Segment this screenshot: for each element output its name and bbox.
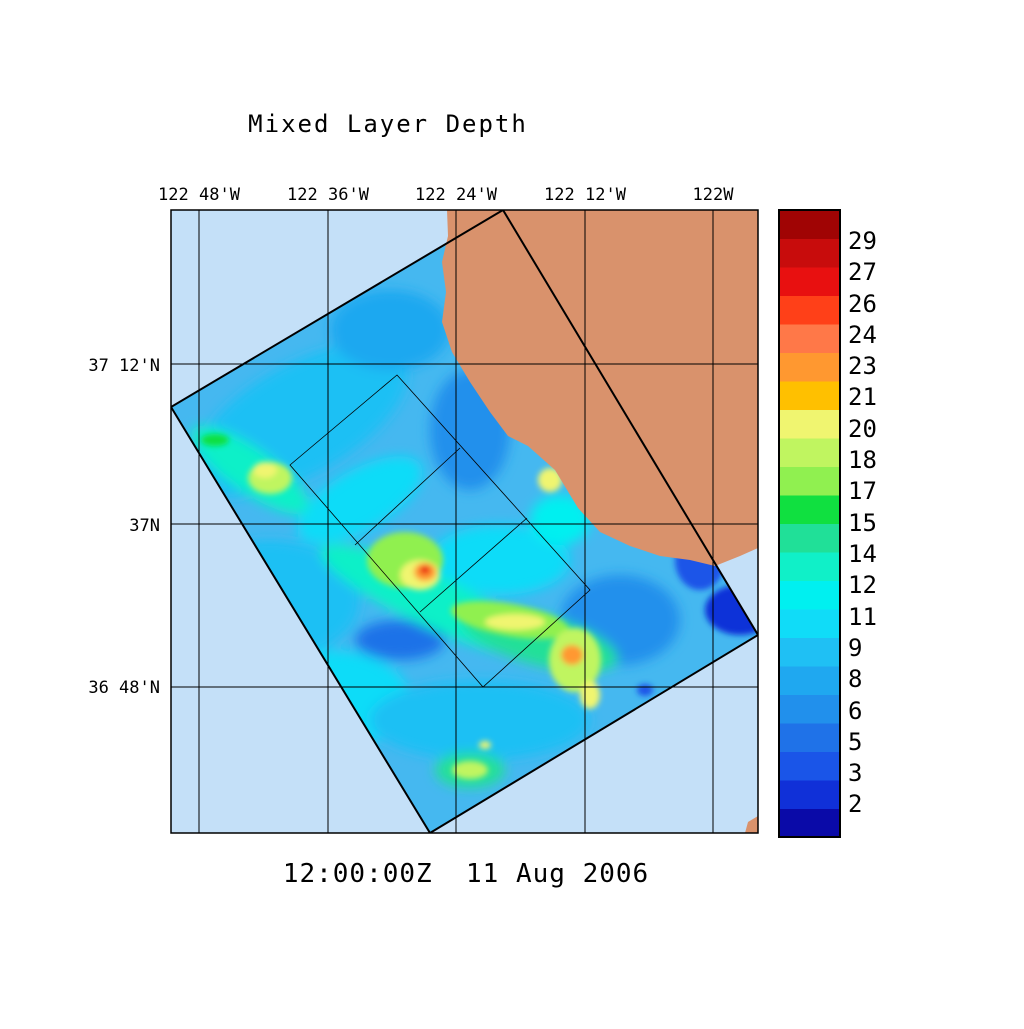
colorbar-swatch [779,466,840,496]
colorbar: 29 27 26 24 23 21 20 18 17 15 14 12 11 9… [778,209,877,838]
graticule [171,210,758,833]
colorbar-swatch [779,552,840,581]
colorbar-label: 26 [848,290,877,318]
colorbar-swatch [779,352,840,382]
colorbar-swatch [779,609,840,638]
colorbar-label: 20 [848,415,877,443]
lon-label: 122 24'W [415,185,498,205]
colorbar-swatch [779,324,840,353]
colorbar-label: 24 [848,321,877,349]
colorbar-label: 12 [848,571,877,599]
coastline-land [442,210,758,566]
colorbar-label: 2 [848,790,862,818]
map-frame [170,209,759,834]
colorbar-label: 8 [848,665,862,693]
colorbar-swatch [779,267,840,296]
lon-label: 122W [693,185,735,205]
colorbar-swatch [779,723,840,752]
colorbar-border [778,209,841,838]
colorbar-swatch [779,808,840,838]
land-patch [745,816,758,833]
colorbar-label: 15 [848,509,877,537]
colorbar-swatch [779,523,840,553]
lat-label: 36 48'N [88,678,160,698]
colorbar-swatch [779,381,840,410]
colorbar-label: 11 [848,603,877,631]
model-domain-outline [171,210,758,833]
colorbar-label: 21 [848,383,877,411]
latitude-labels: 37 12'N 37N 36 48'N [88,356,160,698]
inner-grid-boxes [289,374,591,688]
colorbar-labels: 29 27 26 24 23 21 20 18 17 15 14 12 11 9… [848,227,877,818]
map-title: Mixed Layer Depth [248,110,528,138]
lat-label: 37N [129,516,160,536]
colorbar-label: 18 [848,446,877,474]
colorbar-swatch [779,780,840,809]
colorbar-label: 23 [848,352,877,380]
colorbar-label: 5 [848,728,862,756]
lat-label: 37 12'N [88,356,160,376]
lon-label: 122 12'W [544,185,627,205]
colorbar-swatch [779,666,840,695]
colorbar-swatch [779,409,840,439]
colorbar-label: 6 [848,697,862,725]
colorbar-swatch [779,751,840,781]
colorbar-swatch [779,694,840,724]
colorbar-label: 14 [848,540,877,568]
colorbar-label: 3 [848,759,862,787]
colorbar-swatch [779,495,840,524]
colorbar-label: 17 [848,477,877,505]
longitude-labels: 122 48'W 122 36'W 122 24'W 122 12'W 122W [158,185,734,205]
colorbar-label: 27 [848,258,877,286]
colorbar-swatch [779,637,840,667]
timestamp-label: 12:00:00Z 11 Aug 2006 [283,859,649,889]
colorbar-label: 29 [848,227,877,255]
colorbar-label: 9 [848,634,862,662]
lon-label: 122 36'W [287,185,370,205]
colorbar-swatches [779,210,840,838]
colorbar-swatch [779,238,840,268]
colorbar-swatch [779,295,840,325]
lon-label: 122 48'W [158,185,241,205]
colorbar-swatch [779,438,840,467]
colorbar-swatch [779,580,840,610]
colorbar-swatch [779,210,840,239]
map-area [171,210,758,833]
